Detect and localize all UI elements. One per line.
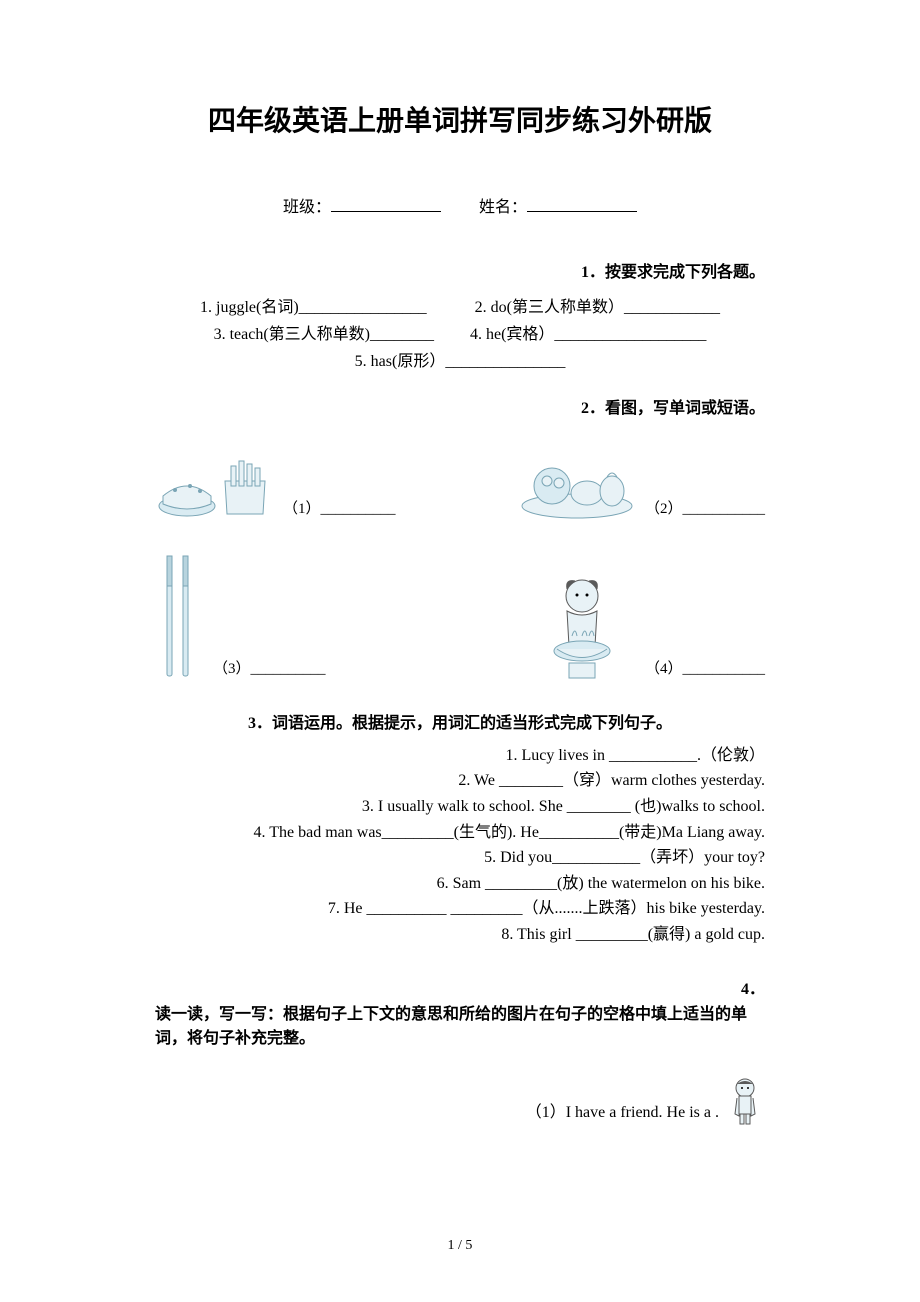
img-cell-4: （4）___________ — [527, 571, 765, 681]
section4-num: 4． — [155, 977, 765, 1003]
section4: 4． 读一读，写一写：根据句子上下文的意思和所给的图片在句子的空格中填上适当的单… — [155, 977, 765, 1126]
cooking-girl-icon — [527, 571, 637, 681]
section3-header: 3．词语运用。根据提示，用词汇的适当形式完成下列句子。 — [155, 711, 765, 737]
img-row-2: （3）__________ （4）___________ — [155, 551, 765, 681]
page-number: 1 / 5 — [0, 1235, 920, 1257]
s4-item1-text: （1）I have a friend. He is a . — [526, 1100, 719, 1126]
img-row-1: （1）__________ （2）___________ — [155, 441, 765, 521]
s1-line1: 1. juggle(名词)________________ 2. do(第三人称… — [155, 294, 765, 321]
section3: 3．词语运用。根据提示，用词汇的适当形式完成下列句子。 1. Lucy live… — [155, 711, 765, 947]
s3-item-8: 8. This girl _________(赢得) a gold cup. — [155, 922, 765, 948]
class-label: 班级： — [283, 199, 331, 216]
page-title: 四年级英语上册单词拼写同步练习外研版 — [155, 100, 765, 145]
section1-header: 1．按要求完成下列各题。 — [155, 260, 765, 286]
chopsticks-icon — [155, 551, 205, 681]
burger-fries-icon — [155, 446, 275, 521]
img-label-1: （1）__________ — [283, 497, 396, 521]
s3-item-4: 4. The bad man was_________(生气的). He____… — [155, 820, 765, 846]
img-cell-2: （2）___________ — [517, 441, 765, 521]
section4-item-1: （1）I have a friend. He is a . — [155, 1076, 765, 1126]
section2-header: 2．看图，写单词或短语。 — [155, 396, 765, 422]
vegetables-icon — [517, 441, 637, 521]
s3-item-7: 7. He __________ _________（从.......上跌落）h… — [155, 896, 765, 922]
s3-item-2: 2. We ________（穿）warm clothes yesterday. — [155, 768, 765, 794]
s3-item-3: 3. I usually walk to school. She _______… — [155, 794, 765, 820]
s1-line2: 3. teach(第三人称单数)________ 4. he(宾格）______… — [155, 321, 765, 348]
section4-header: 读一读，写一写：根据句子上下文的意思和所给的图片在句子的空格中填上适当的单词，将… — [155, 1003, 765, 1051]
img-label-2: （2）___________ — [645, 497, 765, 521]
s3-item-5: 5. Did you___________（弄坏）your toy? — [155, 845, 765, 871]
section2-images: （1）__________ （2）___________ （3）___ — [155, 441, 765, 681]
s3-item-6: 6. Sam _________(放) the watermelon on hi… — [155, 871, 765, 897]
img-cell-1: （1）__________ — [155, 446, 396, 521]
class-name-row: 班级： 姓名： — [155, 195, 765, 221]
s1-line3: 5. has(原形）_______________ — [155, 348, 765, 375]
name-label: 姓名： — [479, 199, 527, 216]
img-cell-3: （3）__________ — [155, 551, 326, 681]
s3-item-1: 1. Lucy lives in ___________.（伦敦） — [155, 743, 765, 769]
img-label-3: （3）__________ — [213, 657, 326, 681]
img-label-4: （4）___________ — [645, 657, 765, 681]
section1-items: 1. juggle(名词)________________ 2. do(第三人称… — [155, 294, 765, 376]
boy-icon — [725, 1076, 765, 1126]
